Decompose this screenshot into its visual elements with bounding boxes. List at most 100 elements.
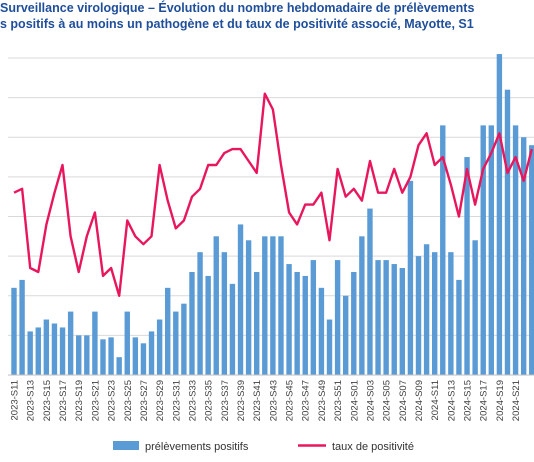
bar: [342, 295, 349, 375]
legend-swatch-bars: [113, 441, 139, 450]
x-tick-label: 2024-S03: [365, 380, 376, 421]
gridlines: [8, 57, 534, 336]
bar: [270, 236, 276, 375]
x-tick-label: 2023-S17: [58, 380, 69, 421]
bar: [359, 236, 365, 375]
x-tick-label: 2023-S19: [74, 380, 85, 421]
bar: [43, 319, 50, 375]
bar: [375, 260, 381, 375]
bar: [229, 283, 236, 375]
bar: [84, 335, 90, 375]
bar: [124, 311, 130, 375]
bar: [148, 331, 155, 375]
bar: [11, 287, 17, 375]
x-tick-label: 2023-S41: [252, 380, 263, 421]
bar: [197, 252, 203, 375]
x-tick-label: 2024-S17: [479, 380, 490, 421]
x-tick-label: 2023-S29: [155, 380, 166, 421]
positivity-line: [13, 92, 533, 297]
bar: [472, 240, 478, 375]
bar: [334, 260, 341, 375]
bar: [448, 252, 454, 375]
x-tick-label: 2023-S39: [236, 380, 247, 421]
x-tick-label: 2023-S25: [123, 380, 134, 421]
x-tick-label: 2023-S27: [139, 380, 150, 421]
bar: [440, 125, 446, 375]
bar: [262, 236, 268, 375]
legend: prélèvements positifs taux de positivité: [113, 441, 414, 453]
bar: [140, 343, 147, 375]
bar: [27, 331, 33, 375]
bar: [294, 271, 300, 375]
bar: [92, 311, 98, 375]
bar: [237, 224, 244, 375]
bar: [456, 279, 462, 375]
bar: [181, 303, 187, 375]
x-tick-label: 2024-S19: [495, 380, 506, 421]
bar: [310, 260, 317, 375]
x-tick-label: 2024-S13: [446, 380, 457, 421]
bar: [173, 311, 179, 375]
bar: [407, 180, 414, 375]
x-tick-label: 2023-S13: [26, 380, 37, 421]
bar: [189, 271, 195, 375]
x-tick-label: 2024-S09: [414, 380, 425, 421]
x-tick-label: 2024-S21: [511, 380, 522, 421]
bar: [100, 339, 106, 375]
bar: [59, 327, 66, 375]
bar: [520, 137, 527, 375]
bar: [254, 271, 260, 375]
bar: [156, 319, 163, 375]
chart-title: Surveillance virologique – Évolution du …: [0, 0, 534, 32]
bar: [464, 157, 470, 375]
bar: [367, 208, 373, 375]
x-tick-label: 2023-S45: [285, 380, 296, 421]
bar: [391, 264, 397, 375]
x-tick-label: 2023-S51: [333, 380, 344, 421]
x-tick-labels: 2023-S11 2023-S13 2023-S15 2023-S17 2023-S19…: [10, 380, 523, 421]
bar: [76, 335, 82, 375]
bar: [213, 236, 219, 375]
x-tick-label: 2023-S31: [171, 380, 182, 421]
bar: [512, 125, 519, 375]
bar: [132, 337, 139, 375]
bar: [431, 252, 438, 375]
bar: [35, 327, 41, 375]
x-tick-label: 2023-S49: [317, 380, 328, 421]
bar: [67, 311, 74, 375]
bar: [351, 271, 357, 375]
bar: [165, 287, 171, 375]
x-tick-label: 2024-S15: [463, 380, 474, 421]
bar: [245, 240, 252, 375]
x-tick-label: 2023-S15: [42, 380, 53, 421]
bar: [504, 89, 511, 375]
bar: [326, 319, 333, 375]
bar: [423, 244, 430, 375]
bar: [116, 357, 122, 375]
bar: [318, 287, 325, 375]
bar: [278, 236, 284, 375]
bar: [205, 275, 211, 375]
bar: [488, 125, 495, 375]
x-tick-label: 2023-S11: [10, 380, 21, 421]
x-tick-label: 2023-S21: [90, 380, 101, 421]
x-tick-label: 2023-S33: [187, 380, 198, 421]
x-tick-label: 2023-S43: [268, 380, 279, 421]
title-line-1: Surveillance virologique – Évolution du …: [0, 1, 475, 15]
x-tick-label: 2024-S07: [398, 380, 409, 421]
bar: [529, 145, 534, 375]
x-tick-label: 2023-S37: [220, 380, 231, 421]
bar: [302, 275, 308, 375]
bar: [19, 279, 25, 375]
bar: [51, 323, 58, 375]
x-tick-label: 2023-S47: [301, 380, 312, 421]
bar: [108, 337, 114, 375]
bar: [221, 252, 228, 375]
legend-label-bars: prélèvements positifs: [145, 441, 249, 453]
bar: [415, 256, 422, 375]
bar-series: [11, 54, 534, 375]
bar: [286, 264, 292, 375]
x-tick-label: 2024-S05: [382, 380, 393, 421]
x-tick-label: 2023-S23: [107, 380, 118, 421]
